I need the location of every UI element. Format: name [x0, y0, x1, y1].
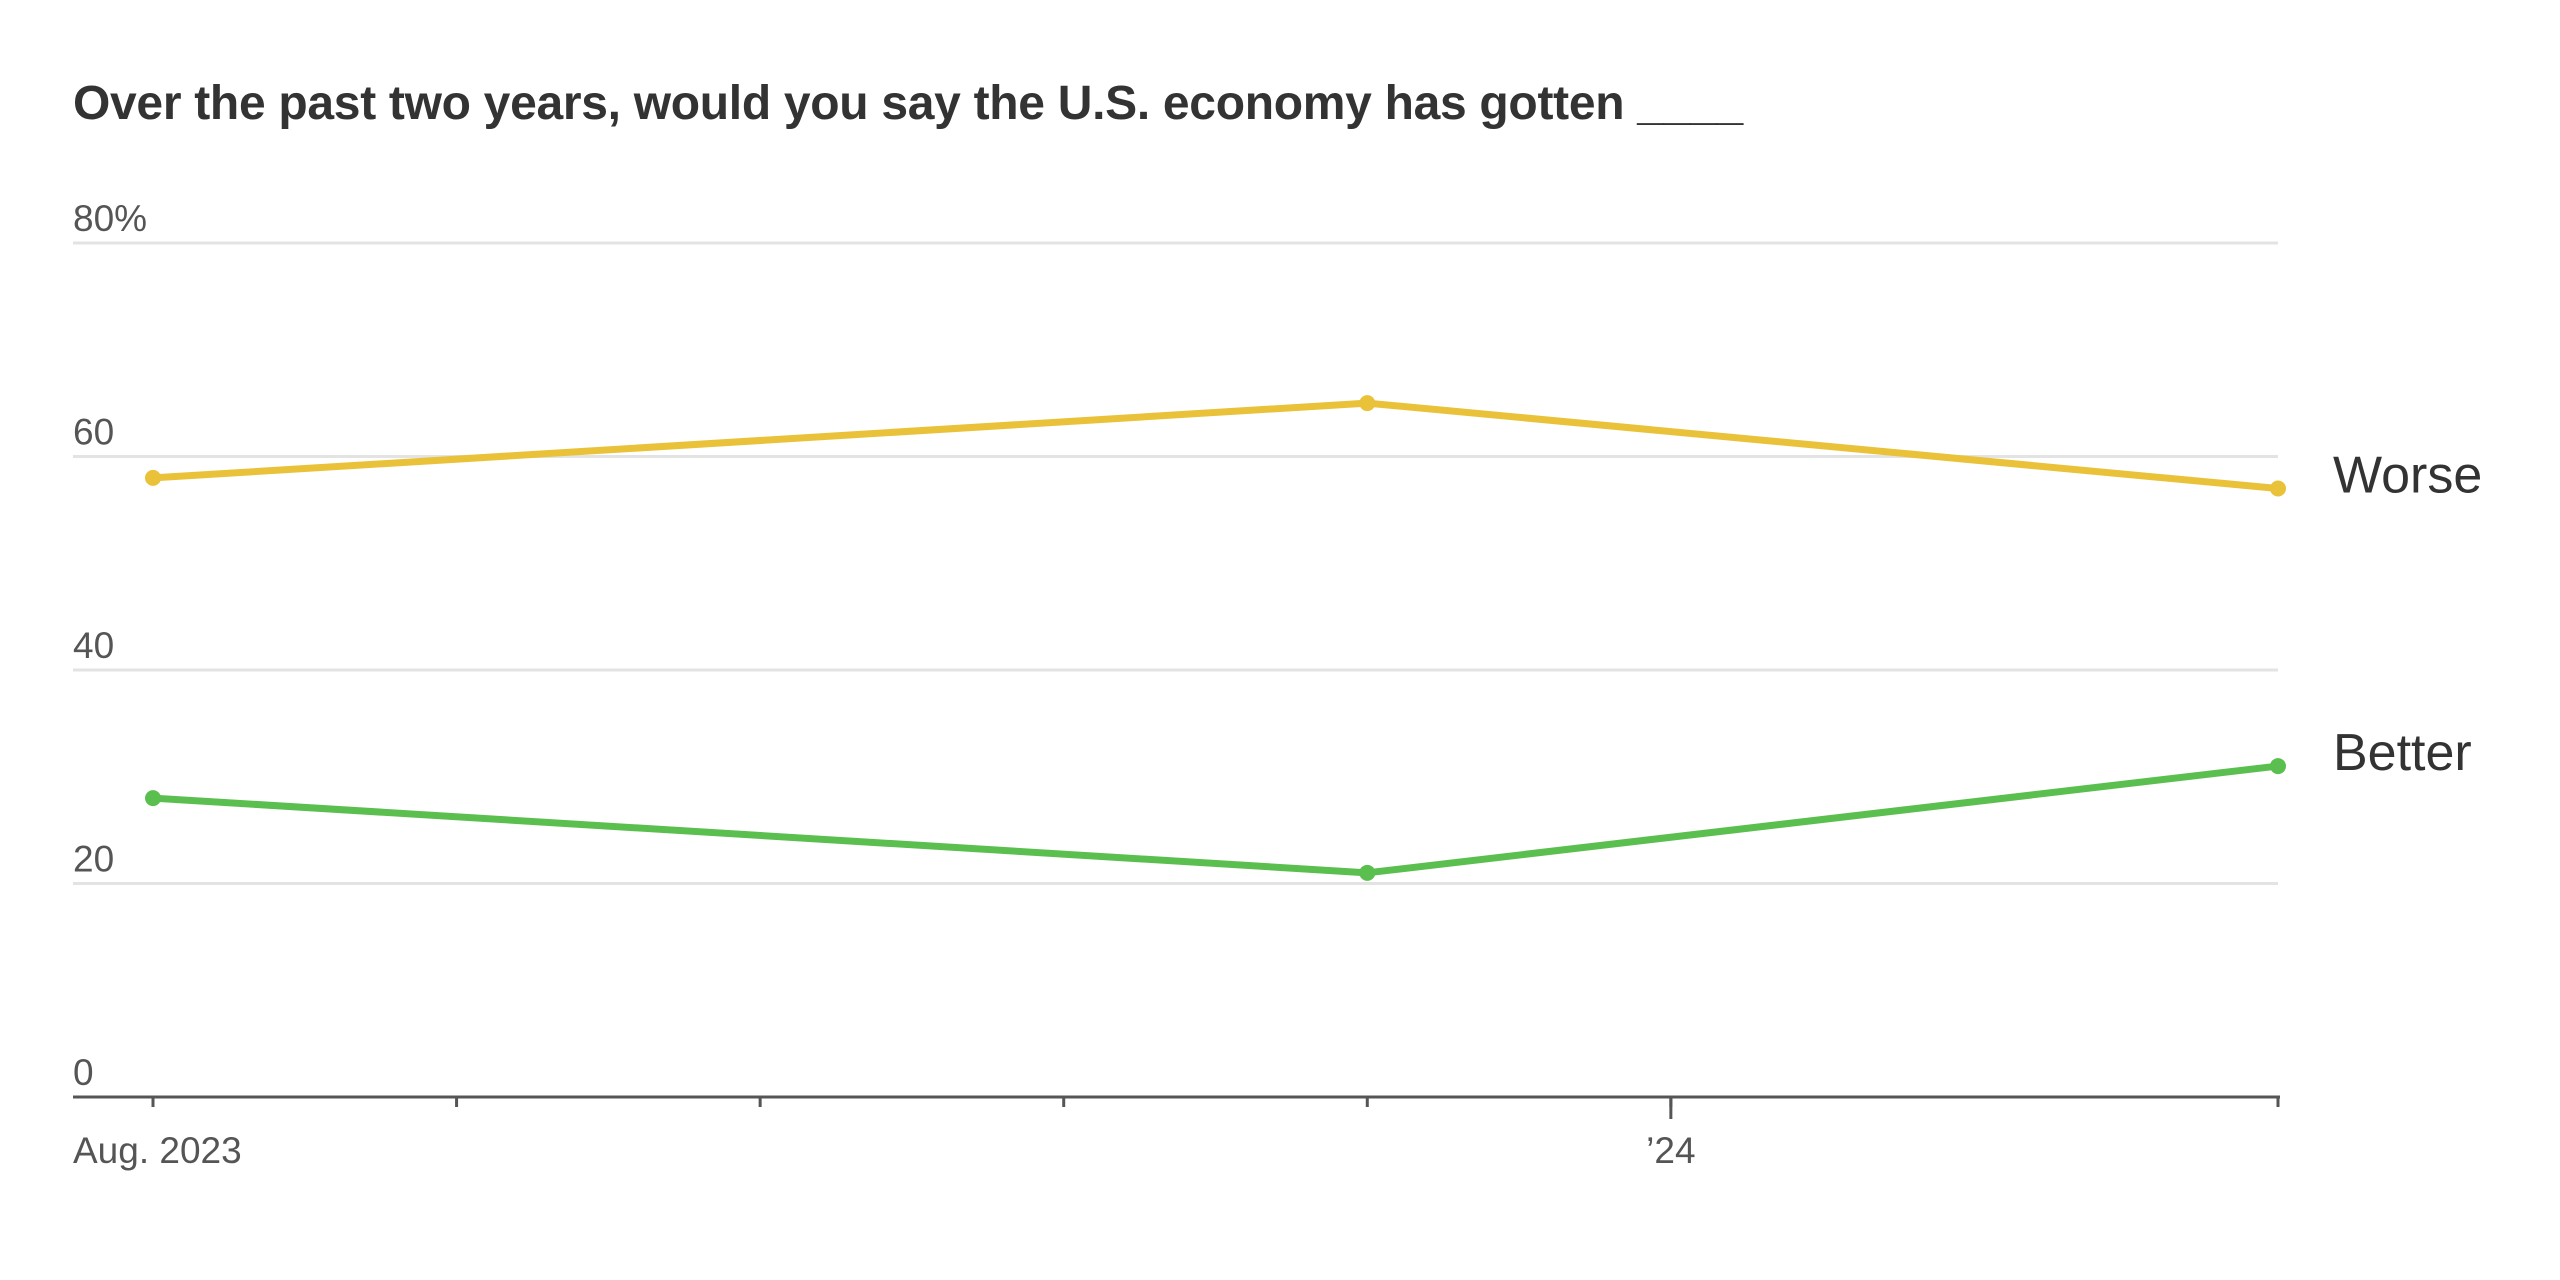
y-tick-label-20: 20	[73, 839, 114, 880]
series-lines: Worse Better	[145, 395, 2482, 881]
series-line-worse	[149, 399, 2282, 493]
x-axis: Aug. 2023 ’24	[73, 1095, 2280, 1171]
y-tick-label-80: 80%	[73, 198, 147, 239]
data-point-better-2024-03	[2270, 758, 2286, 775]
series-label-better: Better	[2333, 724, 2472, 782]
data-point-worse-2024-03	[2270, 480, 2286, 497]
series-label-worse: Worse	[2333, 447, 2482, 505]
data-point-better-2023-08	[145, 790, 161, 807]
x-tick-label-2024-01: ’24	[1646, 1130, 1695, 1171]
y-tick-label-0: 0	[73, 1052, 94, 1093]
x-tick-label-2023-08: Aug. 2023	[73, 1130, 242, 1171]
data-point-worse-2023-12	[1359, 395, 1376, 412]
y-axis: 0 20 40 60 80%	[73, 198, 147, 1093]
chart-title: Over the past two years, would you say t…	[73, 77, 1743, 130]
data-point-better-2023-12	[1359, 864, 1376, 881]
y-tick-label-40: 40	[73, 625, 114, 666]
series-line-better	[149, 762, 2282, 877]
y-tick-label-60: 60	[73, 412, 114, 453]
data-point-worse-2023-08	[145, 469, 161, 486]
gridlines	[73, 241, 2278, 885]
